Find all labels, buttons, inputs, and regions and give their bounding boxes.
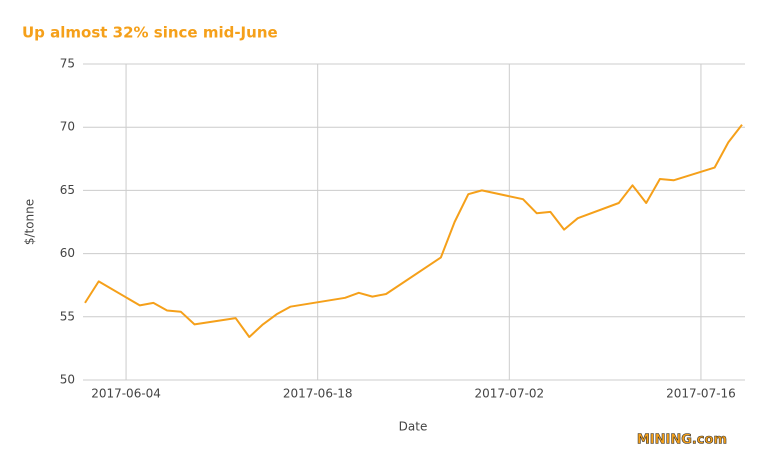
- y-tick-label: 50: [60, 373, 75, 387]
- chart-title: Up almost 32% since mid-June: [22, 24, 278, 42]
- y-tick-label: 60: [60, 246, 75, 260]
- watermark: MINING.com: [637, 433, 727, 448]
- y-tick-label: 70: [60, 120, 75, 134]
- data-line: [84, 124, 743, 338]
- y-tick-label: 65: [60, 183, 75, 197]
- y-axis-label: $/tonne: [23, 199, 37, 245]
- x-tick-label: 2017-06-18: [283, 387, 353, 401]
- y-tick-label: 75: [60, 57, 75, 71]
- y-tick-label: 55: [60, 309, 75, 323]
- x-tick-label: 2017-07-16: [666, 387, 736, 401]
- x-axis-label: Date: [399, 420, 428, 434]
- x-tick-label: 2017-06-04: [91, 387, 161, 401]
- x-tick-label: 2017-07-02: [474, 387, 544, 401]
